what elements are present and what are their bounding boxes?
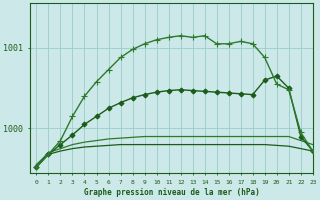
X-axis label: Graphe pression niveau de la mer (hPa): Graphe pression niveau de la mer (hPa) [84, 188, 260, 197]
